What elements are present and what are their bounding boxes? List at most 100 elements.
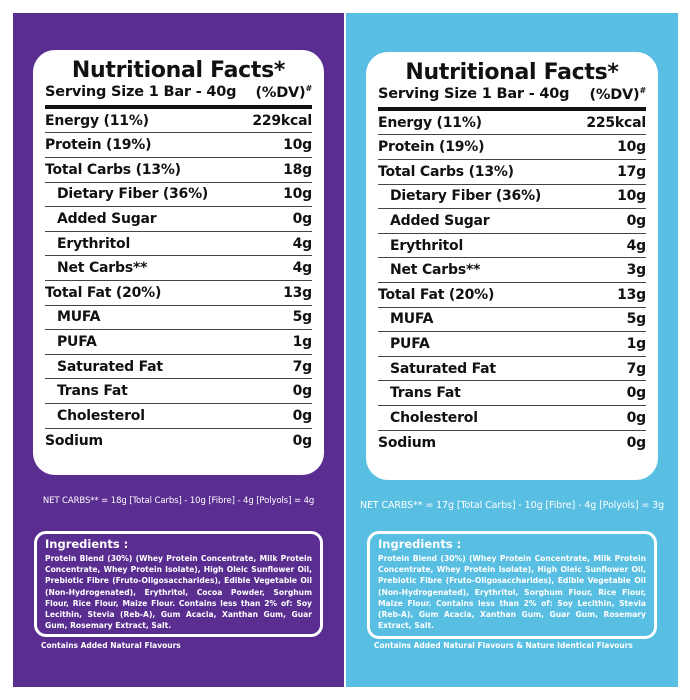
nutrient-value: 7g (626, 360, 647, 377)
nutrient-value: 10g (617, 188, 646, 205)
nutrient-row: Total Fat (20%) 13g (378, 283, 646, 308)
nutrient-row: Net Carbs** 3g (378, 258, 646, 283)
nutrient-row: Energy (11%) 225kcal (378, 111, 646, 136)
nutrient-value: 1g (626, 335, 647, 352)
ingredients-title: Ingredients : (378, 537, 462, 551)
nutrient-row: Total Fat (20%) 13g (45, 281, 312, 306)
flavour-note: Contains Added Natural Flavours (41, 641, 181, 650)
nutrient-label: Sodium (45, 432, 103, 449)
nutrient-row: PUFA 1g (45, 330, 312, 355)
nutrient-value: 4g (292, 260, 313, 277)
ingredients-title: Ingredients : (45, 537, 129, 551)
dv-text: (%DV) (589, 86, 640, 103)
nutrient-label: Erythritol (390, 237, 464, 254)
nutrient-label: Saturated Fat (57, 358, 163, 375)
nutrient-row: Net Carbs** 4g (45, 256, 312, 281)
serving-size-label: Serving Size 1 Bar - 40g (45, 84, 237, 100)
nutrition-panel-blue: Nutritional Facts* Serving Size 1 Bar - … (346, 13, 678, 687)
nutrient-label: Dietary Fiber (36%) (390, 188, 542, 205)
ingredients-text: Protein Blend (30%) (Whey Protein Concen… (45, 554, 312, 631)
nutrient-row: Sodium 0g (45, 429, 312, 454)
nutrient-row: Cholesterol 0g (378, 406, 646, 431)
nutrient-value: 7g (292, 358, 313, 375)
nutrient-rows: Energy (11%) 225kcal Protein (19%) 10g Total… (378, 111, 646, 455)
nutrient-value: 0g (626, 409, 647, 426)
card-title: Nutritional Facts* (405, 60, 619, 85)
serving-size-header: Serving Size 1 Bar - 40g (%DV)# (378, 85, 646, 111)
nutrient-label: PUFA (57, 333, 97, 350)
nutrient-row: Total Carbs (13%) 18g (45, 158, 312, 183)
nutrient-value: 225kcal (586, 114, 646, 131)
nutrient-label: Cholesterol (390, 409, 478, 426)
nutrient-value: 229kcal (252, 112, 312, 129)
daily-value-label: (%DV)# (589, 86, 646, 103)
nutrient-label: Total Fat (20%) (378, 286, 495, 303)
nutrient-row: Added Sugar 0g (45, 207, 312, 232)
nutrient-row: Total Carbs (13%) 17g (378, 160, 646, 185)
nutrient-row: Protein (19%) 10g (378, 135, 646, 161)
nutrient-row: Protein (19%) 10g (45, 133, 312, 159)
nutrient-row: Erythritol 4g (378, 234, 646, 259)
nutrient-label: Protein (19%) (378, 139, 485, 156)
nutrient-row: Dietary Fiber (36%) 10g (45, 183, 312, 208)
nutrient-row: Added Sugar 0g (378, 209, 646, 234)
nutrient-label: Sodium (378, 434, 436, 451)
nutrient-row: Trans Fat 0g (45, 379, 312, 404)
dv-text: (%DV) (255, 84, 306, 101)
nutrient-label: Added Sugar (57, 211, 157, 227)
nutrient-value: 4g (626, 237, 647, 254)
nutrient-label: Trans Fat (390, 385, 461, 402)
nutrient-label: Net Carbs** (57, 260, 148, 277)
nutrient-rows: Energy (11%) 229kcal Protein (19%) 10g Total… (45, 109, 312, 453)
nutrient-value: 10g (617, 139, 646, 156)
nutrient-value: 0g (626, 385, 647, 402)
nutrient-label: Added Sugar (390, 213, 490, 229)
nutrient-label: MUFA (390, 311, 434, 328)
nutrient-label: PUFA (390, 335, 430, 352)
nutrient-row: Cholesterol 0g (45, 404, 312, 429)
nutrient-value: 13g (283, 284, 312, 301)
nutrient-value: 5g (626, 311, 647, 328)
flavour-note: Contains Added Natural Flavours & Nature… (374, 641, 633, 650)
net-carbs-note: NET CARBS** = 18g [Total Carbs] - 10g [F… (42, 496, 315, 506)
nutrient-row: MUFA 5g (45, 306, 312, 331)
nutrient-label: Cholesterol (57, 407, 145, 424)
nutrient-label: Total Carbs (13%) (45, 161, 181, 178)
nutrient-label: Net Carbs** (390, 262, 481, 279)
net-carbs-note: NET CARBS** = 17g [Total Carbs] - 10g [F… (359, 500, 665, 511)
nutrition-facts-card: Nutritional Facts* Serving Size 1 Bar - … (33, 50, 324, 475)
nutrition-facts-card: Nutritional Facts* Serving Size 1 Bar - … (366, 52, 658, 480)
nutrient-value: 0g (626, 434, 647, 451)
ingredients-box: Ingredients : Protein Blend (30%) (Whey … (367, 531, 657, 639)
nutrient-value: 13g (617, 286, 646, 303)
nutrient-value: 1g (292, 333, 313, 350)
serving-size-header: Serving Size 1 Bar - 40g (%DV)# (45, 83, 312, 109)
nutrient-label: Energy (11%) (45, 112, 149, 129)
nutrient-row: PUFA 1g (378, 332, 646, 357)
nutrient-label: Dietary Fiber (36%) (57, 186, 209, 203)
nutrient-value: 5g (292, 309, 313, 326)
nutrient-value: 3g (626, 262, 647, 279)
nutrient-value: 0g (292, 211, 313, 227)
nutrient-label: Total Fat (20%) (45, 284, 162, 301)
nutrient-label: Total Carbs (13%) (378, 163, 514, 180)
nutrient-value: 0g (292, 407, 313, 424)
daily-value-label: (%DV)# (255, 84, 312, 101)
nutrient-row: MUFA 5g (378, 308, 646, 333)
nutrient-value: 10g (283, 186, 312, 203)
nutrient-value: 0g (626, 213, 647, 229)
nutrient-row: Sodium 0g (378, 431, 646, 456)
nutrient-row: Erythritol 4g (45, 232, 312, 257)
dv-footnote-mark: # (305, 84, 312, 93)
card-title: Nutritional Facts* (71, 58, 286, 83)
nutrient-row: Trans Fat 0g (378, 381, 646, 406)
nutrient-row: Saturated Fat 7g (378, 357, 646, 382)
nutrient-value: 0g (292, 432, 313, 449)
ingredients-text: Protein Blend (30%) (Whey Protein Concen… (378, 554, 646, 631)
nutrient-row: Energy (11%) 229kcal (45, 109, 312, 134)
nutrient-value: 4g (292, 235, 313, 252)
nutrient-value: 10g (283, 137, 312, 154)
nutrient-label: Erythritol (57, 235, 131, 252)
ingredients-box: Ingredients : Protein Blend (30%) (Whey … (34, 531, 323, 637)
nutrient-label: Protein (19%) (45, 137, 152, 154)
